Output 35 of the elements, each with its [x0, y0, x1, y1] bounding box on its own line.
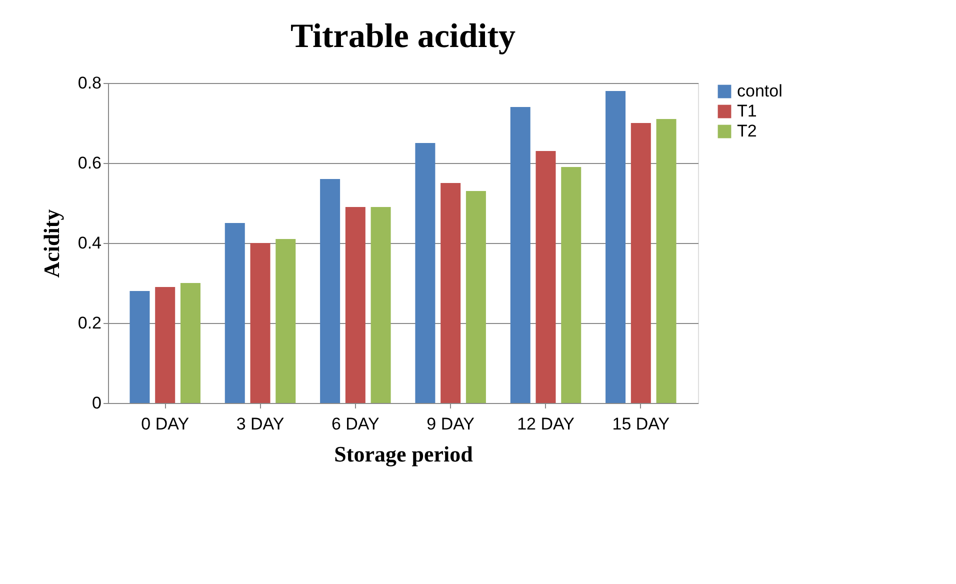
legend-label: contol	[737, 82, 782, 100]
y-axis-title: Acidity	[38, 209, 64, 278]
bar	[536, 151, 556, 403]
x-tick-label: 6 DAY	[331, 414, 380, 434]
x-tick-label: 0 DAY	[141, 414, 190, 434]
bar	[345, 207, 366, 403]
x-tick-label: 12 DAY	[517, 414, 574, 434]
legend-label: T1	[737, 102, 757, 120]
y-tick-label: 0.6	[78, 154, 102, 172]
bar	[370, 207, 391, 403]
bar	[510, 107, 530, 403]
bar	[180, 283, 200, 403]
bar	[155, 287, 176, 403]
bar	[630, 123, 651, 403]
y-tick-label: 0.8	[78, 74, 102, 92]
bar	[656, 119, 676, 403]
bar	[561, 167, 582, 403]
y-tick-label: 0.4	[78, 234, 102, 252]
x-axis-title: Storage period	[334, 442, 473, 466]
bar	[606, 91, 626, 403]
bar	[466, 191, 486, 403]
bar	[440, 183, 461, 403]
x-tick-label: 15 DAY	[612, 414, 670, 434]
bar	[224, 223, 245, 403]
x-tick-label: 3 DAY	[236, 414, 284, 434]
chart-title: Titrable acidity	[290, 18, 516, 55]
legend-label: T2	[737, 122, 757, 140]
bar	[276, 239, 296, 403]
bar	[130, 291, 150, 403]
bar	[415, 143, 436, 403]
y-tick-label: 0.2	[78, 314, 102, 332]
bar	[250, 243, 270, 403]
y-tick-label: 0	[92, 394, 102, 412]
bar	[320, 179, 340, 403]
x-tick-label: 9 DAY	[426, 414, 475, 434]
